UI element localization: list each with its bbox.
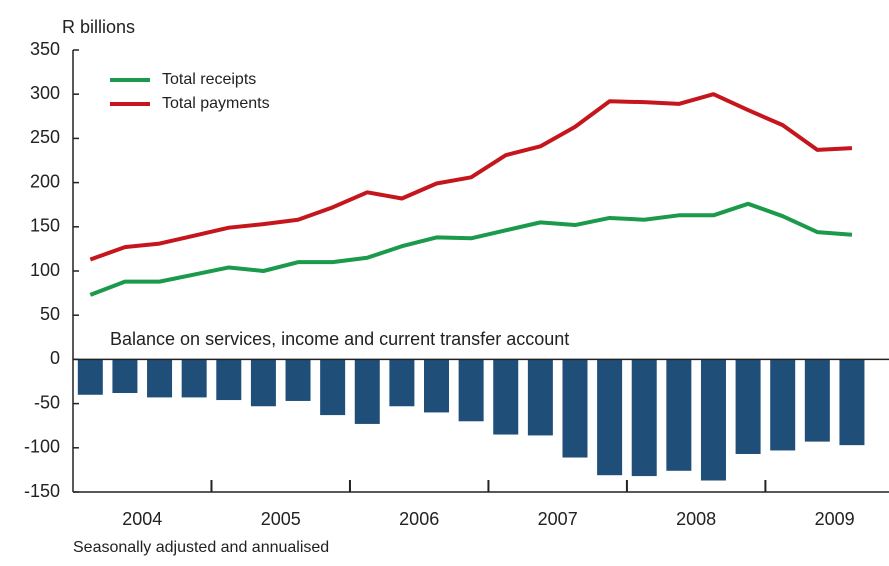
bar [666,359,692,471]
line [89,92,853,262]
bar [631,359,657,477]
bar [389,359,415,407]
bar [493,359,519,435]
y-tick-label: -150 [24,481,60,501]
y-tick-label: -100 [24,437,60,457]
y-tick-label: 150 [30,216,60,236]
y-tick-label: 100 [30,260,60,280]
bar [770,359,796,451]
bar [285,359,311,401]
y-tick-label: 350 [30,39,60,59]
x-tick-label: 2009 [815,509,855,529]
bar [424,359,450,413]
bar [354,359,380,424]
y-tick-label: 250 [30,127,60,147]
bar [597,359,623,476]
x-tick-label: 2007 [538,509,578,529]
bar [458,359,484,422]
y-tick-label: 50 [40,304,60,324]
bar [250,359,276,407]
y-tick-label: -50 [34,392,60,412]
bar [700,359,726,481]
bar [839,359,865,446]
y-axis-label: R billions [62,17,135,37]
x-tick-label: 2006 [399,509,439,529]
bar [735,359,761,454]
bar [77,359,103,395]
line [89,201,853,297]
bar [181,359,207,398]
bar [147,359,173,398]
x-tick-label: 2005 [261,509,301,529]
annotation: Balance on services, income and current … [110,329,569,349]
y-tick-label: 300 [30,83,60,103]
legend-label: Total receipts [162,71,256,88]
x-tick-label: 2008 [676,509,716,529]
y-tick-label: 0 [50,348,60,368]
bar [527,359,553,436]
bar [804,359,830,442]
bar [112,359,138,393]
x-tick-label: 2004 [122,509,162,529]
footnote: Seasonally adjusted and annualised [73,539,329,556]
legend-label: Total payments [162,95,270,112]
bar [562,359,588,458]
y-tick-label: 200 [30,171,60,191]
bar [320,359,346,416]
bar [216,359,242,401]
